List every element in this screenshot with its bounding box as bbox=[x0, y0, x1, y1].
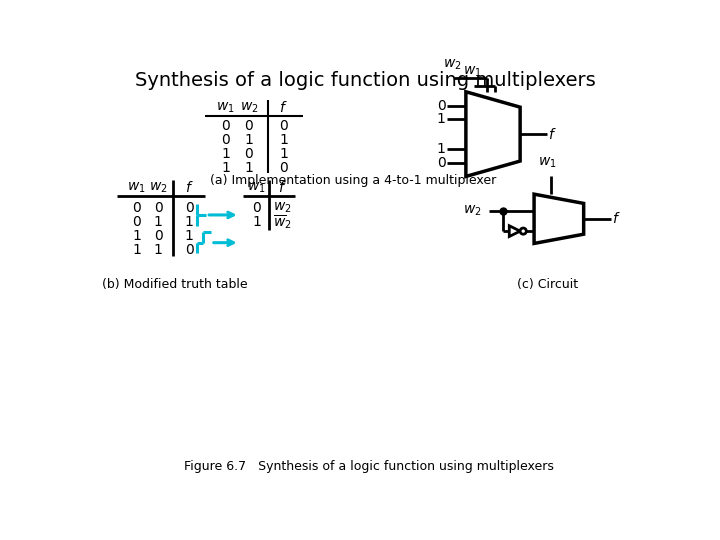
Text: 1: 1 bbox=[244, 161, 253, 175]
Text: $w_1$: $w_1$ bbox=[463, 65, 482, 79]
Text: 1: 1 bbox=[185, 229, 194, 243]
Text: 1: 1 bbox=[132, 229, 141, 243]
Polygon shape bbox=[466, 92, 520, 177]
Text: 1: 1 bbox=[279, 133, 288, 147]
Text: 0: 0 bbox=[221, 119, 230, 133]
Text: 1: 1 bbox=[154, 215, 163, 229]
Text: (a) Implementation using a 4-to-1 multiplexer: (a) Implementation using a 4-to-1 multip… bbox=[210, 174, 497, 187]
Text: 0: 0 bbox=[279, 161, 288, 175]
Text: 0: 0 bbox=[154, 229, 163, 243]
Text: 0: 0 bbox=[279, 119, 288, 133]
Polygon shape bbox=[534, 194, 584, 244]
Text: $w_2$: $w_2$ bbox=[463, 204, 482, 218]
Text: 0: 0 bbox=[437, 99, 446, 113]
Text: (b) Modified truth table: (b) Modified truth table bbox=[102, 278, 248, 291]
Text: 0: 0 bbox=[185, 201, 194, 215]
Text: 0: 0 bbox=[245, 147, 253, 161]
Polygon shape bbox=[509, 226, 520, 237]
Text: Synthesis of a logic function using multiplexers: Synthesis of a logic function using mult… bbox=[135, 71, 595, 90]
Text: 1: 1 bbox=[132, 242, 141, 256]
Text: $f$: $f$ bbox=[185, 180, 194, 195]
Text: 0: 0 bbox=[132, 215, 141, 229]
Text: 1: 1 bbox=[244, 133, 253, 147]
Text: 1: 1 bbox=[436, 141, 446, 156]
Text: $w_1$: $w_1$ bbox=[127, 181, 145, 195]
Text: 1: 1 bbox=[279, 147, 288, 161]
Text: 1: 1 bbox=[221, 147, 230, 161]
Text: Figure 6.7   Synthesis of a logic function using multiplexers: Figure 6.7 Synthesis of a logic function… bbox=[184, 460, 554, 473]
Text: $f$: $f$ bbox=[279, 100, 288, 116]
Text: $w_2$: $w_2$ bbox=[273, 201, 292, 215]
Text: 0: 0 bbox=[221, 133, 230, 147]
Text: (c) Circuit: (c) Circuit bbox=[517, 278, 578, 291]
Text: $f$: $f$ bbox=[612, 211, 621, 226]
Text: $w_2$: $w_2$ bbox=[444, 57, 462, 72]
Text: 1: 1 bbox=[252, 215, 261, 229]
Text: 0: 0 bbox=[185, 242, 194, 256]
Text: 0: 0 bbox=[132, 201, 141, 215]
Text: 0: 0 bbox=[252, 201, 261, 215]
Text: $w_2$: $w_2$ bbox=[149, 181, 168, 195]
Text: 1: 1 bbox=[436, 112, 446, 126]
Text: 1: 1 bbox=[185, 215, 194, 229]
Text: 1: 1 bbox=[154, 242, 163, 256]
Circle shape bbox=[520, 228, 526, 234]
Text: 0: 0 bbox=[437, 156, 446, 170]
Text: $\overline{w}_2$: $\overline{w}_2$ bbox=[273, 213, 292, 231]
Text: 0: 0 bbox=[154, 201, 163, 215]
Text: $w_1$: $w_1$ bbox=[248, 181, 266, 195]
Text: $w_2$: $w_2$ bbox=[240, 101, 258, 115]
Text: 0: 0 bbox=[245, 119, 253, 133]
Text: $w_1$: $w_1$ bbox=[216, 101, 235, 115]
Text: $f$: $f$ bbox=[278, 180, 287, 195]
Text: $w_1$: $w_1$ bbox=[538, 155, 557, 170]
Text: $f$: $f$ bbox=[549, 126, 557, 141]
Text: 1: 1 bbox=[221, 161, 230, 175]
